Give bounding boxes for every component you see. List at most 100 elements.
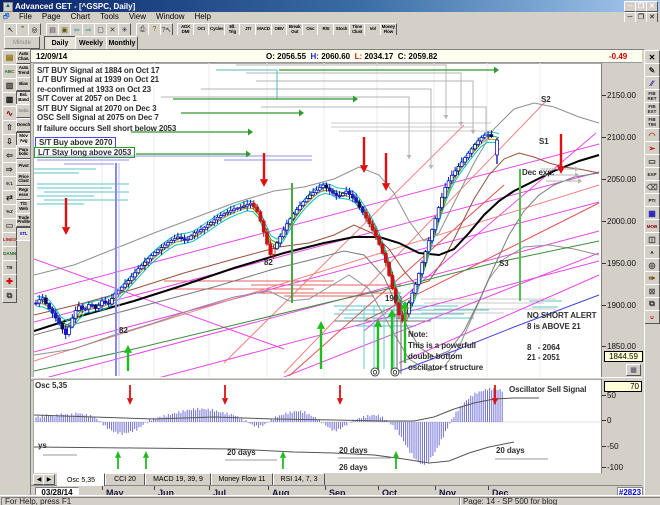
days-label-26: 26 days <box>339 463 368 472</box>
minute-button[interactable]: Minute <box>4 36 40 49</box>
indicator-tab-row: ◀ ▶ Osc 5,35 CCI 20 MACD 19, 39, 9 Money Fl… <box>31 473 642 486</box>
close-x-icon[interactable]: ✕ <box>644 50 660 64</box>
scroll-up-icon[interactable]: ⇧ <box>2 120 17 135</box>
axis-calendar-icon[interactable]: ▦ <box>626 364 641 376</box>
percent-icon[interactable]: %Z <box>2 204 17 219</box>
eraser-icon[interactable]: ⌫ <box>644 180 660 194</box>
ratio-icon[interactable]: 9:1 <box>2 176 17 191</box>
label-82-april: 82 <box>119 326 128 335</box>
month-label-jul: Jul <box>213 488 227 498</box>
signal-annotations: S/T BUY Signal at 1884 on Oct 17 L/T BUY … <box>37 66 160 123</box>
scroll-right-icon[interactable]: ⇨ <box>2 162 17 177</box>
study-icon[interactable]: ▩ <box>2 92 17 107</box>
price-tick <box>602 305 606 306</box>
label-190-october: 190 <box>385 294 399 303</box>
lines-icon[interactable]: LINES <box>2 232 17 247</box>
grid-icon[interactable]: ▦ <box>644 206 660 220</box>
menu-file[interactable]: File <box>19 12 32 21</box>
menu-page[interactable]: Page <box>41 12 61 21</box>
menu-help[interactable]: Help <box>194 12 211 21</box>
tool-mov-avg[interactable]: Mov Avg <box>16 131 31 146</box>
month-label-sep: Sep <box>329 488 346 498</box>
magnifier-icon[interactable]: ◎ <box>644 258 660 272</box>
tool-price-clust[interactable]: Price Clust <box>16 172 31 187</box>
window-title: Advanced GET - [^GSPC, Daily] <box>15 1 136 11</box>
osc-tick <box>602 446 606 447</box>
brush-icon[interactable]: ✑ <box>644 271 660 285</box>
period-weekly[interactable]: Weekly <box>75 36 107 50</box>
compress-icon[interactable]: ⇄ <box>2 190 17 205</box>
tool-donch[interactable]: Donch <box>16 118 31 132</box>
tool-t-s-web[interactable]: T/S Web <box>16 199 31 214</box>
chart-zoom-icon[interactable]: ◫ <box>644 232 660 246</box>
left-toolbar: ▤ ABC ▥ ▩ ∿ ⇧ ⇩ ⇦ ⇨ 9:1 ⇄ %Z ▭ LINES GANN TB ✚ ⧉ Auto Chan… <box>0 49 31 495</box>
tool-regr-essn[interactable]: Regr essn <box>16 186 31 200</box>
period-daily[interactable]: Daily <box>44 36 76 50</box>
menu-view[interactable]: View <box>128 12 147 21</box>
osc-tick-label: -100 <box>607 463 624 472</box>
menu-window[interactable]: Window <box>156 12 185 21</box>
arrow-icon[interactable]: ➢ <box>644 141 660 155</box>
tool-auto-chan-[interactable]: Auto Chan. <box>16 50 31 64</box>
price-tick <box>602 221 606 222</box>
text-tool-icon[interactable]: A <box>644 245 660 259</box>
tool-trade-profile[interactable]: Trade Profile <box>16 213 31 228</box>
right-toolbar: ✕ ✎ ∕∕ FIB RET FIB EXT FIB TIM ◠ ➢ ▭ EXP ⌫ PTI ▦ MOB ◫… <box>643 49 660 495</box>
tb-icon[interactable]: TB <box>2 260 17 275</box>
indicator-tab-cci-20[interactable]: CCI 20 <box>105 473 145 485</box>
tool-pivot[interactable]: Pivot <box>16 158 31 173</box>
open-folder-icon[interactable]: ▤ <box>2 50 17 65</box>
expansion-button[interactable]: EXP <box>644 167 660 181</box>
study-money-flow[interactable]: Money Flow <box>379 23 397 36</box>
price-tick <box>602 263 606 264</box>
svg-text:O: O <box>373 371 378 377</box>
month-tick <box>435 486 436 490</box>
tool-xtl[interactable]: XTL <box>16 226 31 241</box>
scroll-left-icon[interactable]: ⇦ <box>2 148 17 163</box>
tool-delta[interactable]: Delta <box>16 104 31 119</box>
tool-bol-band[interactable]: Bol. Band <box>16 90 31 105</box>
scroll-down-icon[interactable]: ⇩ <box>2 134 17 149</box>
chart-system-icon[interactable]: 🗗 <box>3 14 10 21</box>
fib-ext-button[interactable]: FIB EXT <box>644 102 660 116</box>
tool-para-bolic[interactable]: Para bolic <box>16 145 31 160</box>
pencil-icon[interactable]: ✎ <box>644 63 660 77</box>
app-icon: ▲ <box>3 2 13 12</box>
osc-tick <box>602 395 606 396</box>
crosshair-icon[interactable]: ✚ <box>2 274 17 289</box>
realtime-icon[interactable]: ▥ <box>2 78 17 93</box>
u-button[interactable]: U <box>644 310 660 324</box>
blank-icon[interactable]: ▭ <box>2 218 17 233</box>
menu-tools[interactable]: Tools <box>100 12 119 21</box>
indicator-tab-money-flow-11[interactable]: Money Flow 11 <box>211 473 273 485</box>
indicator-tab-macd-19-39-9[interactable]: MACD 19, 39, 9 <box>145 473 211 485</box>
options-abc-icon[interactable]: ABC <box>2 64 17 79</box>
s2-label: S2 <box>541 95 551 104</box>
delete-grid-icon[interactable]: ⊠ <box>644 284 660 298</box>
menu-chart[interactable]: Chart <box>70 12 91 21</box>
tool-auto-trend[interactable]: Auto Trend <box>16 63 31 78</box>
days-label-frag: ys <box>38 441 47 450</box>
fib-tim-button[interactable]: FIB TIM <box>644 115 660 129</box>
rectangle-icon[interactable]: ▭ <box>644 154 660 168</box>
tool-bias[interactable]: Bias <box>16 77 31 92</box>
mob-button[interactable]: MOB <box>644 219 660 233</box>
dec-exp-label: Dec exp. <box>522 168 555 177</box>
month-label-may: May <box>106 488 124 498</box>
gann-icon[interactable]: GANN <box>2 246 17 261</box>
pti-button[interactable]: PTI <box>644 193 660 207</box>
close-button[interactable]: ✕ <box>646 1 658 12</box>
svg-text:O: O <box>393 371 398 377</box>
arc-icon[interactable]: ◠ <box>644 128 660 142</box>
properties-icon[interactable]: ⧉ <box>2 288 17 303</box>
copy-icon[interactable]: ⧉ <box>644 297 660 311</box>
indicator-tab-osc-5-35[interactable]: Osc 5,35 <box>57 473 105 486</box>
period-monthly[interactable]: Monthly <box>106 36 138 50</box>
fib-ret-button[interactable]: FIB RET <box>644 89 660 103</box>
trendline-icon[interactable]: ∕∕ <box>644 76 660 90</box>
elliott-wave-icon[interactable]: ∿ <box>2 106 17 121</box>
price-tick <box>602 137 606 138</box>
tab-scroll-right[interactable]: ▶ <box>43 474 55 485</box>
indicator-tab-rsi-14-7-3[interactable]: RSI 14, 7, 3 <box>273 473 325 485</box>
status-help-text: For Help, press F1 <box>1 497 461 505</box>
